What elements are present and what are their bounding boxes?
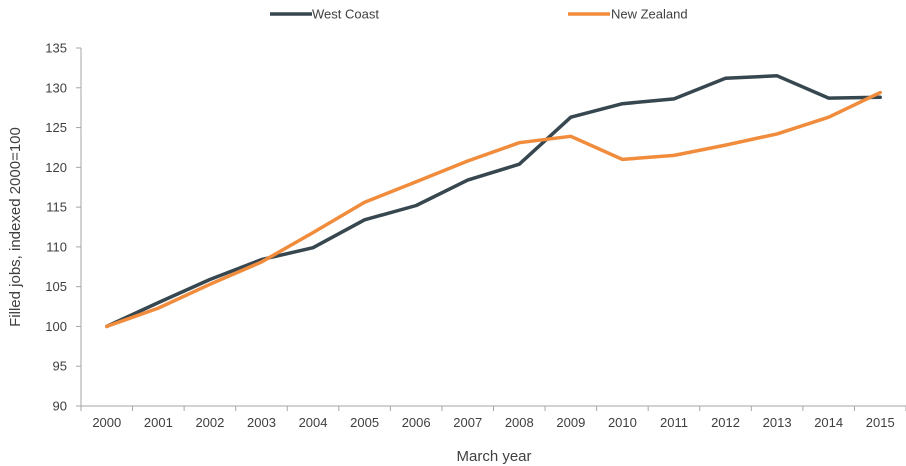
y-tick-label: 100 xyxy=(45,319,67,334)
y-axis: 90 95 100 105 110 115 120 125 130 135 xyxy=(45,41,82,414)
y-tick-label: 120 xyxy=(45,160,67,175)
legend: West Coast New Zealand xyxy=(270,7,688,22)
x-tick-label: 2001 xyxy=(144,415,173,430)
y-tick-label: 125 xyxy=(45,120,67,135)
y-tick-label: 130 xyxy=(45,80,67,95)
x-tick-label: 2005 xyxy=(350,415,379,430)
x-tick-label: 2012 xyxy=(711,415,740,430)
y-tick-label: 115 xyxy=(46,200,67,215)
y-tick-label: 110 xyxy=(46,239,67,254)
x-tick-label: 2007 xyxy=(453,415,482,430)
x-tick-label: 2015 xyxy=(866,415,895,430)
series-line-west-coast xyxy=(105,74,882,329)
x-tick-label: 2003 xyxy=(247,415,276,430)
y-tick-label: 90 xyxy=(53,399,67,414)
x-tick-label: 2009 xyxy=(556,415,585,430)
legend-label: New Zealand xyxy=(611,7,688,22)
x-tick-label: 2010 xyxy=(608,415,637,430)
x-tick-label: 2004 xyxy=(299,415,328,430)
series-line-new-zealand xyxy=(105,90,882,329)
x-tick-label: 2002 xyxy=(195,415,224,430)
x-tick-label: 2008 xyxy=(505,415,534,430)
x-axis: 2000 2001 2002 2003 2004 2005 2006 2007 2008 2009… xyxy=(80,405,906,430)
x-tick-label: 2013 xyxy=(763,415,792,430)
y-tick-label: 135 xyxy=(45,41,67,56)
legend-label: West Coast xyxy=(312,7,379,22)
x-tick-label: 2006 xyxy=(402,415,431,430)
plot-area xyxy=(105,74,882,329)
x-tick-label: 2000 xyxy=(92,415,121,430)
x-tick-label: 2014 xyxy=(814,415,843,430)
y-tick-label: 95 xyxy=(53,359,67,374)
x-axis-title: March year xyxy=(456,448,531,465)
y-tick-label: 105 xyxy=(45,279,67,294)
x-tick-label: 2011 xyxy=(660,415,688,430)
y-axis-title: Filled jobs, indexed 2000=100 xyxy=(7,127,24,327)
